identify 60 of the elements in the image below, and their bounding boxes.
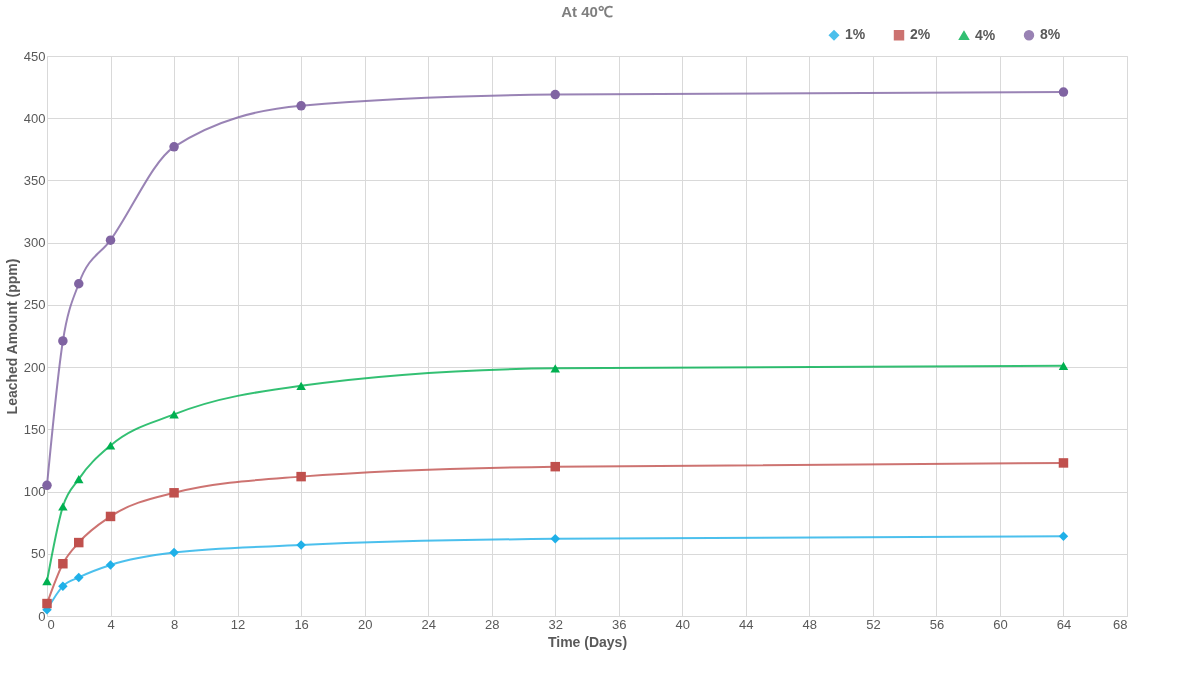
x-tick-label: 24 — [421, 616, 436, 632]
x-tick-label: 56 — [929, 616, 945, 632]
point — [550, 89, 560, 100]
point — [169, 142, 179, 152]
point — [1058, 361, 1069, 370]
point — [74, 475, 84, 484]
x-tick-label: 8 — [170, 616, 179, 632]
y-tick-label: 100 — [23, 484, 46, 500]
x-tick-label: 64 — [1056, 616, 1072, 632]
point — [105, 560, 116, 570]
point — [296, 471, 306, 482]
x-tick-label: 20 — [357, 616, 373, 632]
x-tick-label: 68 — [1113, 616, 1128, 632]
point — [550, 461, 560, 472]
y-tick-label: 400 — [23, 110, 46, 126]
point — [74, 537, 84, 548]
y-tick-label: 150 — [23, 421, 46, 437]
point — [42, 577, 52, 586]
point — [296, 381, 306, 390]
x-tick-label: 40 — [675, 616, 691, 632]
point — [1058, 531, 1069, 542]
point — [42, 598, 52, 609]
point — [74, 572, 84, 583]
point — [58, 502, 68, 511]
point — [74, 279, 84, 289]
point — [1058, 458, 1069, 468]
x-tick-label: 4 — [107, 616, 115, 632]
y-tick-label: 450 — [23, 48, 46, 64]
point — [1058, 87, 1069, 97]
x-tick-label: 48 — [802, 616, 818, 632]
legend-label: 4% — [975, 26, 996, 43]
x-tick-label: 52 — [866, 616, 881, 632]
point — [105, 441, 116, 450]
chart-title: At 40℃ — [561, 3, 613, 20]
x-tick-label: 36 — [612, 616, 627, 632]
point — [58, 336, 68, 346]
x-tick-label: 44 — [739, 616, 754, 632]
point — [169, 547, 179, 558]
x-tick-label: 16 — [294, 616, 309, 632]
point — [58, 558, 68, 569]
point — [550, 534, 560, 544]
x-tick-label: 12 — [230, 616, 246, 632]
point — [105, 511, 116, 522]
y-tick-label: 200 — [23, 359, 46, 375]
y-tick-label: 250 — [23, 297, 46, 313]
x-tick-label: 32 — [548, 616, 563, 632]
legend-label: 2% — [910, 26, 931, 43]
x-tick-label: 60 — [993, 616, 1008, 632]
point — [169, 410, 179, 419]
y-tick-label: 300 — [23, 235, 46, 251]
y-axis-title: Leached Amount (ppm) — [3, 258, 20, 415]
point — [105, 235, 116, 245]
legend-label: 1% — [845, 26, 866, 43]
point — [169, 488, 179, 498]
x-tick-label: 28 — [484, 616, 500, 632]
y-tick-label: 350 — [23, 172, 46, 188]
point — [296, 101, 306, 111]
legend-label: 8% — [1040, 26, 1061, 43]
y-tick-label: 50 — [31, 546, 46, 562]
x-axis-title: Time (Days) — [547, 633, 628, 650]
